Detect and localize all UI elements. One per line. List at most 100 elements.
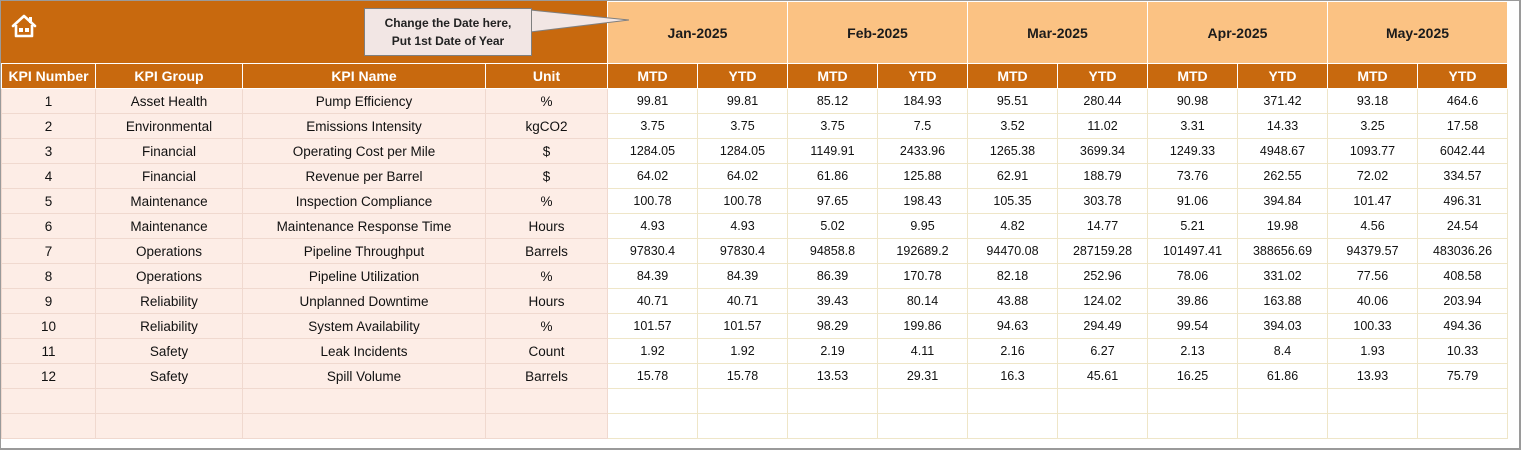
ytd-value-cell[interactable]: 15.78: [697, 363, 788, 389]
ytd-value-cell[interactable]: 199.86: [877, 313, 968, 339]
mtd-value-cell[interactable]: 101497.41: [1147, 238, 1238, 264]
mtd-value-cell[interactable]: 90.98: [1147, 88, 1238, 114]
mtd-value-cell[interactable]: 1093.77: [1327, 138, 1418, 164]
empty-cell[interactable]: [242, 388, 486, 414]
kpi-name-cell[interactable]: Pipeline Utilization: [242, 263, 486, 289]
mtd-value-cell[interactable]: 101.57: [607, 313, 698, 339]
mtd-value-cell[interactable]: 5.21: [1147, 213, 1238, 239]
kpi-group-cell[interactable]: Maintenance: [95, 213, 243, 239]
ytd-value-cell[interactable]: 80.14: [877, 288, 968, 314]
mtd-value-cell[interactable]: 4.56: [1327, 213, 1418, 239]
ytd-value-cell[interactable]: 99.81: [697, 88, 788, 114]
empty-cell[interactable]: [1327, 413, 1418, 439]
kpi-group-cell[interactable]: Environmental: [95, 113, 243, 139]
ytd-value-cell[interactable]: 331.02: [1237, 263, 1328, 289]
kpi-name-cell[interactable]: Inspection Compliance: [242, 188, 486, 214]
mtd-value-cell[interactable]: 100.78: [607, 188, 698, 214]
ytd-value-cell[interactable]: 184.93: [877, 88, 968, 114]
mtd-value-cell[interactable]: 72.02: [1327, 163, 1418, 189]
kpi-name-cell[interactable]: Operating Cost per Mile: [242, 138, 486, 164]
mtd-value-cell[interactable]: 1.93: [1327, 338, 1418, 364]
ytd-value-cell[interactable]: 29.31: [877, 363, 968, 389]
mtd-value-cell[interactable]: 64.02: [607, 163, 698, 189]
kpi-number-cell[interactable]: 9: [1, 288, 96, 314]
kpi-group-cell[interactable]: Financial: [95, 163, 243, 189]
empty-cell[interactable]: [242, 413, 486, 439]
unit-cell[interactable]: Barrels: [485, 238, 608, 264]
ytd-value-cell[interactable]: 163.88: [1237, 288, 1328, 314]
ytd-value-cell[interactable]: 14.33: [1237, 113, 1328, 139]
mtd-value-cell[interactable]: 100.33: [1327, 313, 1418, 339]
empty-cell[interactable]: [95, 413, 243, 439]
unit-cell[interactable]: Hours: [485, 288, 608, 314]
kpi-group-cell[interactable]: Reliability: [95, 288, 243, 314]
empty-cell[interactable]: [1, 413, 96, 439]
unit-cell[interactable]: kgCO2: [485, 113, 608, 139]
unit-cell[interactable]: $: [485, 138, 608, 164]
ytd-value-cell[interactable]: 124.02: [1057, 288, 1148, 314]
ytd-value-cell[interactable]: 4948.67: [1237, 138, 1328, 164]
empty-cell[interactable]: [1147, 413, 1238, 439]
mtd-value-cell[interactable]: 5.02: [787, 213, 878, 239]
ytd-value-cell[interactable]: 408.58: [1417, 263, 1508, 289]
empty-cell[interactable]: [787, 413, 878, 439]
mtd-value-cell[interactable]: 99.54: [1147, 313, 1238, 339]
empty-cell[interactable]: [1147, 388, 1238, 414]
ytd-value-cell[interactable]: 496.31: [1417, 188, 1508, 214]
kpi-name-cell[interactable]: Leak Incidents: [242, 338, 486, 364]
empty-cell[interactable]: [877, 388, 968, 414]
unit-cell[interactable]: %: [485, 88, 608, 114]
unit-cell[interactable]: %: [485, 313, 608, 339]
mtd-value-cell[interactable]: 82.18: [967, 263, 1058, 289]
mtd-value-cell[interactable]: 1249.33: [1147, 138, 1238, 164]
ytd-value-cell[interactable]: 4.11: [877, 338, 968, 364]
ytd-value-cell[interactable]: 203.94: [1417, 288, 1508, 314]
mtd-value-cell[interactable]: 95.51: [967, 88, 1058, 114]
kpi-number-cell[interactable]: 4: [1, 163, 96, 189]
kpi-number-cell[interactable]: 6: [1, 213, 96, 239]
ytd-value-cell[interactable]: 294.49: [1057, 313, 1148, 339]
mtd-value-cell[interactable]: 16.3: [967, 363, 1058, 389]
mtd-value-cell[interactable]: 77.56: [1327, 263, 1418, 289]
ytd-value-cell[interactable]: 125.88: [877, 163, 968, 189]
mtd-value-cell[interactable]: 101.47: [1327, 188, 1418, 214]
ytd-value-cell[interactable]: 19.98: [1237, 213, 1328, 239]
ytd-value-cell[interactable]: 101.57: [697, 313, 788, 339]
ytd-value-cell[interactable]: 3699.34: [1057, 138, 1148, 164]
ytd-value-cell[interactable]: 280.44: [1057, 88, 1148, 114]
mtd-value-cell[interactable]: 13.53: [787, 363, 878, 389]
mtd-value-cell[interactable]: 1284.05: [607, 138, 698, 164]
ytd-value-cell[interactable]: 40.71: [697, 288, 788, 314]
mtd-value-cell[interactable]: 85.12: [787, 88, 878, 114]
mtd-value-cell[interactable]: 39.86: [1147, 288, 1238, 314]
kpi-number-cell[interactable]: 3: [1, 138, 96, 164]
ytd-value-cell[interactable]: 10.33: [1417, 338, 1508, 364]
ytd-value-cell[interactable]: 1284.05: [697, 138, 788, 164]
kpi-group-cell[interactable]: Asset Health: [95, 88, 243, 114]
empty-cell[interactable]: [1057, 413, 1148, 439]
mtd-value-cell[interactable]: 94379.57: [1327, 238, 1418, 264]
mtd-value-cell[interactable]: 62.91: [967, 163, 1058, 189]
ytd-value-cell[interactable]: 494.36: [1417, 313, 1508, 339]
unit-cell[interactable]: Barrels: [485, 363, 608, 389]
mtd-value-cell[interactable]: 1265.38: [967, 138, 1058, 164]
mtd-value-cell[interactable]: 3.75: [607, 113, 698, 139]
mtd-value-cell[interactable]: 93.18: [1327, 88, 1418, 114]
empty-cell[interactable]: [1, 388, 96, 414]
mtd-value-cell[interactable]: 3.25: [1327, 113, 1418, 139]
unit-cell[interactable]: $: [485, 163, 608, 189]
ytd-value-cell[interactable]: 24.54: [1417, 213, 1508, 239]
unit-cell[interactable]: %: [485, 263, 608, 289]
mtd-value-cell[interactable]: 4.93: [607, 213, 698, 239]
ytd-value-cell[interactable]: 6.27: [1057, 338, 1148, 364]
ytd-value-cell[interactable]: 75.79: [1417, 363, 1508, 389]
ytd-value-cell[interactable]: 100.78: [697, 188, 788, 214]
mtd-value-cell[interactable]: 2.16: [967, 338, 1058, 364]
ytd-value-cell[interactable]: 198.43: [877, 188, 968, 214]
mtd-value-cell[interactable]: 15.78: [607, 363, 698, 389]
mtd-value-cell[interactable]: 105.35: [967, 188, 1058, 214]
mtd-value-cell[interactable]: 61.86: [787, 163, 878, 189]
kpi-name-cell[interactable]: Pump Efficiency: [242, 88, 486, 114]
mtd-value-cell[interactable]: 2.13: [1147, 338, 1238, 364]
ytd-value-cell[interactable]: 252.96: [1057, 263, 1148, 289]
